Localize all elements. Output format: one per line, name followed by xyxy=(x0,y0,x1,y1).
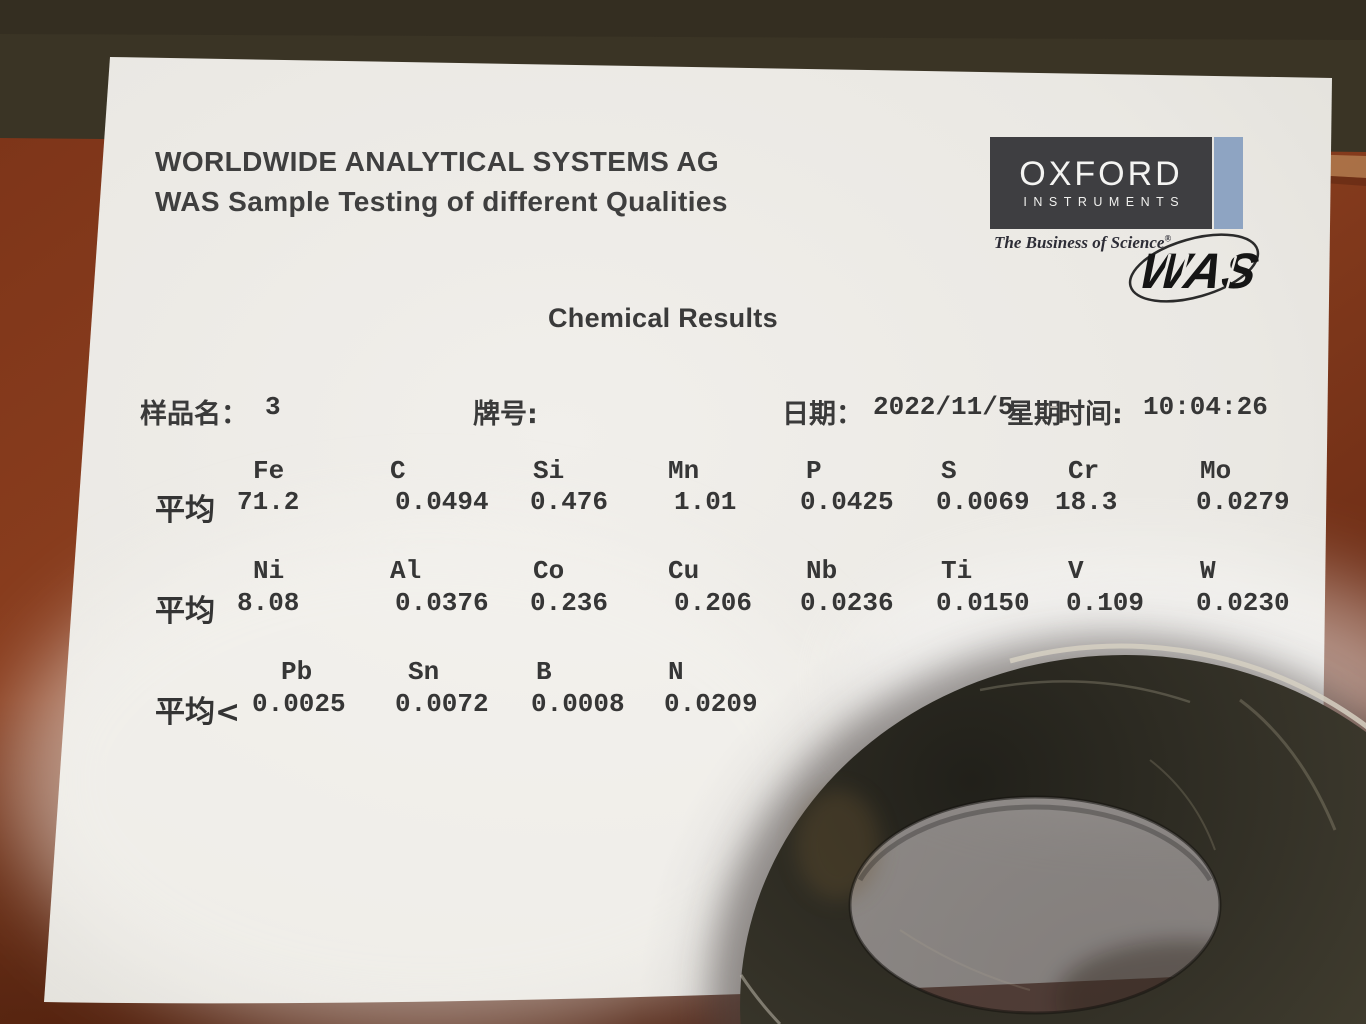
element-symbol: S xyxy=(941,456,957,486)
element-symbol: W xyxy=(1200,556,1216,586)
element-symbol: Si xyxy=(533,456,565,486)
element-symbol: C xyxy=(390,456,406,486)
element-symbol: Cu xyxy=(668,556,700,586)
element-value: 0.236 xyxy=(530,588,609,618)
element-symbol: Mn xyxy=(668,456,700,486)
element-value: 0.0376 xyxy=(395,588,489,618)
sample-name-value: 3 xyxy=(265,392,281,422)
average-value-row: 平均< 0.0025 0.0072 0.0008 0.0209 xyxy=(0,689,1366,730)
element-value: 0.0072 xyxy=(395,689,489,719)
element-symbol: Ni xyxy=(253,556,285,586)
date-value: 2022/11/5 xyxy=(873,392,1014,422)
was-emblem-letters: WAS xyxy=(1134,243,1265,299)
element-value: 71.2 xyxy=(237,487,300,517)
element-header-row: Ni Al Co Cu Nb Ti V W xyxy=(0,556,1366,592)
element-symbol: Co xyxy=(533,556,565,586)
element-symbol: Fe xyxy=(253,456,285,486)
oxford-tagline: The Business of Science® xyxy=(994,233,1171,253)
oxford-instruments-logo: OXFORD INSTRUMENTS xyxy=(990,137,1212,229)
average-label: 平均 xyxy=(155,493,215,528)
element-symbol: Sn xyxy=(408,657,440,687)
tagline-text: The Business of Science xyxy=(994,233,1165,252)
element-symbol: Al xyxy=(390,556,422,586)
element-value: 0.0150 xyxy=(936,588,1030,618)
oxford-logo-text: OXFORD xyxy=(1019,155,1183,193)
weekday-text: 星期 xyxy=(1007,399,1061,430)
element-symbol: Ti xyxy=(941,556,973,586)
page-title: Chemical Results xyxy=(548,303,778,333)
element-value: 8.08 xyxy=(237,588,300,618)
element-symbol: Mo xyxy=(1200,456,1232,486)
info-row: 样品名： 3 牌号: 日期： 2022/11/5 星期 - 时间: 10:04:… xyxy=(0,392,1366,430)
average-less-than-label: 平均< xyxy=(155,695,241,730)
element-value: 0.206 xyxy=(674,588,753,618)
element-symbol: N xyxy=(668,657,684,687)
registered-mark: ® xyxy=(1164,233,1172,244)
was-emblem: WAS xyxy=(1128,233,1265,303)
element-symbol: Cr xyxy=(1068,456,1100,486)
element-value: 0.0230 xyxy=(1196,588,1290,618)
element-value: 0.0494 xyxy=(395,487,489,517)
element-value: 0.109 xyxy=(1066,588,1145,618)
element-value: 1.01 xyxy=(674,487,737,517)
time-value: 10:04:26 xyxy=(1143,392,1268,422)
average-value-row: 平均 8.08 0.0376 0.236 0.206 0.0236 0.0150… xyxy=(0,588,1366,629)
instruments-logo-text: INSTRUMENTS xyxy=(1023,195,1186,209)
element-symbol: Pb xyxy=(281,657,313,687)
element-value: 0.0008 xyxy=(531,689,625,719)
element-value: 0.0236 xyxy=(800,588,894,618)
report-subtitle: WAS Sample Testing of different Qualitie… xyxy=(155,186,728,217)
metal-ring-sample xyxy=(740,655,1366,1024)
element-value: 0.476 xyxy=(530,487,609,517)
date-label: 日期： xyxy=(782,399,863,430)
element-header-row: Pb Sn B N xyxy=(0,657,1366,693)
element-symbol: P xyxy=(806,456,822,486)
average-value-row: 平均 71.2 0.0494 0.476 1.01 0.0425 0.0069 … xyxy=(0,487,1366,528)
element-symbol: Nb xyxy=(806,556,838,586)
element-value: 0.0069 xyxy=(936,487,1030,517)
faint-print-mark: - xyxy=(1046,392,1062,422)
element-header-row: Fe C Si Mn P S Cr Mo xyxy=(0,456,1366,492)
element-value: 0.0279 xyxy=(1196,487,1290,517)
ring-rim-highlight xyxy=(1009,643,1366,730)
element-value: 0.0209 xyxy=(664,689,758,719)
element-symbol: B xyxy=(536,657,552,687)
org-name: WORLDWIDE ANALYTICAL SYSTEMS AG xyxy=(155,146,720,177)
element-value: 0.0025 xyxy=(252,689,346,719)
grade-label: 牌号: xyxy=(473,399,538,430)
element-value: 18.3 xyxy=(1055,487,1118,517)
oxford-logo-blue-bar xyxy=(1214,137,1243,229)
time-label: 时间: xyxy=(1058,399,1123,430)
sample-name-label: 样品名： xyxy=(140,399,248,430)
average-label: 平均 xyxy=(155,594,215,629)
element-value: 0.0425 xyxy=(800,487,894,517)
element-symbol: V xyxy=(1068,556,1084,586)
